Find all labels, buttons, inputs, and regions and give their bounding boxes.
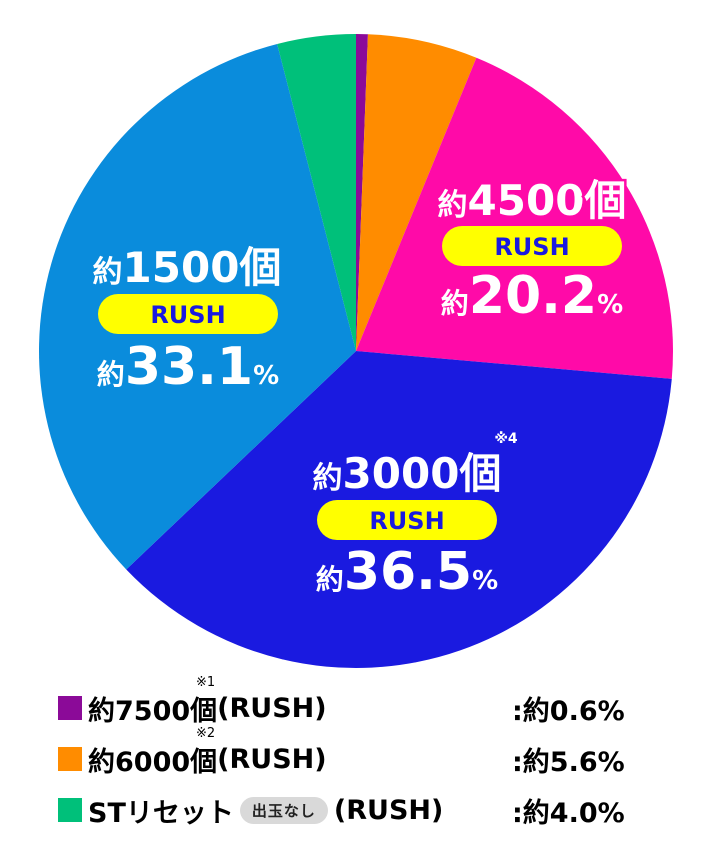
legend-label-st-reset-tail: (RUSH) [333,794,444,826]
legend-note-2: ※2 [195,725,216,741]
slice-6000 [356,34,477,351]
legend-label-7500: 約7500個 ※1 [88,674,218,727]
legend-label-7500-tail: (RUSH) [217,692,327,724]
legend-note-1: ※1 [195,674,216,690]
legend-value-7500: :約0.6% [512,695,625,727]
slice-st-reset [277,34,356,351]
legend-label-6000-tail: (RUSH) [217,743,327,775]
legend-item-st-reset: STリセット 出玉なし (RUSH) [58,790,443,830]
slice-label-4500-badge-bg [442,226,622,266]
legend-label-6000: 約6000個 ※2 [88,725,218,778]
legend-swatch-green [58,798,82,822]
slice-label-3000-pct: 約36.5% [316,542,498,602]
slice-label-3000-count: 約3000個 [313,449,502,498]
slice-label-3000-note: ※4 [494,431,518,447]
slice-label-3000: 約3000個 ※4 RUSH 約36.5% [313,431,518,602]
slice-label-4500-badge: RUSH [494,233,569,261]
slice-7500 [356,34,368,351]
legend-item-7500: 約7500個 ※1 (RUSH) [58,674,327,728]
legend-item-6000: 約6000個 ※2 (RUSH) [58,725,327,779]
legend-value-st-reset: :約4.0% [512,797,625,829]
legend-value-6000: :約5.6% [512,746,625,778]
slice-label-4500-count: 約4500個 [438,176,627,225]
slice-4500 [356,57,673,379]
slice-label-1500-pct: 約33.1% [97,337,279,397]
slice-label-1500-badge-bg [98,294,278,334]
legend-label-st-reset: STリセット [88,797,234,829]
slice-label-1500: 約1500個 RUSH 約33.1% [93,243,282,397]
slice-label-1500-badge: RUSH [150,301,225,329]
legend-badge-no-payout: 出玉なし [239,796,328,824]
slice-label-4500: 約4500個 ※3 RUSH 約20.2% [435,158,644,326]
slice-label-4500-pct: 約20.2% [441,266,623,326]
legend-swatch-orange [58,747,82,771]
slice-label-4500-note: ※3 [620,158,643,174]
slice-label-1500-count: 約1500個 [93,243,282,292]
slice-label-3000-badge: RUSH [369,507,444,535]
legend-swatch-purple [58,696,82,720]
slice-label-3000-badge-bg [317,500,497,540]
